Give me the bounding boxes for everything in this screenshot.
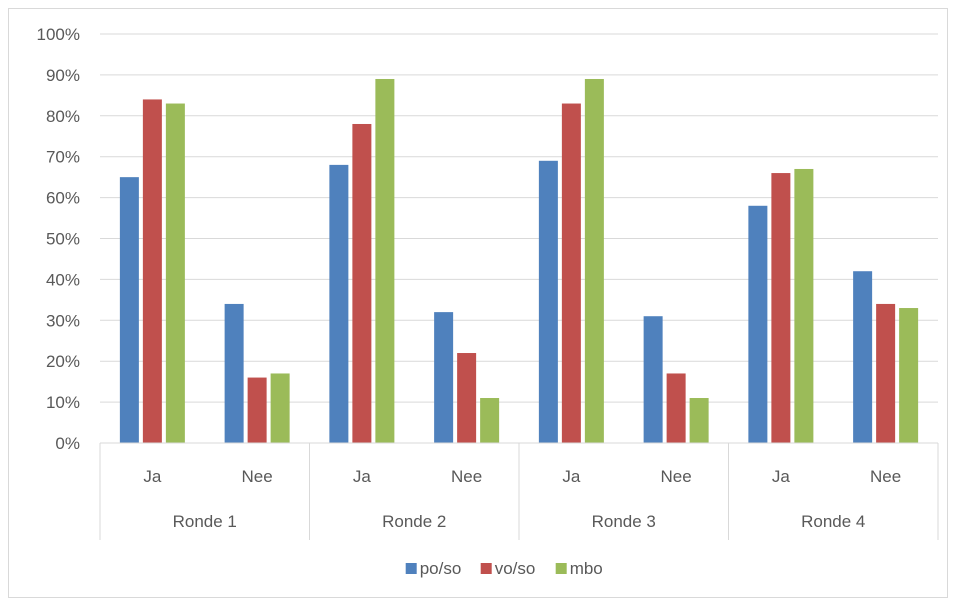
bar [666, 373, 686, 443]
legend-label: vo/so [495, 559, 536, 578]
group-label: Ronde 1 [173, 512, 237, 531]
bar [771, 173, 791, 443]
category-label: Nee [242, 467, 273, 486]
group-label: Ronde 3 [592, 512, 656, 531]
group-label: Ronde 2 [382, 512, 446, 531]
legend-swatch [555, 563, 567, 574]
bar [689, 398, 709, 443]
legend-label: mbo [570, 559, 603, 578]
bars [119, 78, 919, 444]
bar [899, 308, 919, 443]
bar [142, 99, 162, 443]
y-tick-label: 100% [37, 25, 80, 44]
axes: 0% 10% 20% 30% 40% 50% 60% 70% 80% 90% 100% Ja Nee Ja… [37, 25, 939, 540]
group-label: Ronde 4 [801, 512, 865, 531]
category-label: Ja [772, 467, 791, 486]
category-label: Nee [451, 467, 482, 486]
y-tick-label: 40% [46, 270, 80, 289]
category-label: Ja [353, 467, 372, 486]
bar [434, 312, 454, 443]
bar [119, 177, 139, 443]
bar [352, 123, 372, 443]
y-tick-label: 90% [46, 66, 80, 85]
y-tick-label: 10% [46, 393, 80, 412]
y-tick-label: 30% [46, 311, 80, 330]
bar [643, 316, 663, 443]
bar [538, 160, 558, 444]
bar [794, 168, 814, 443]
legend-label: po/so [420, 559, 462, 578]
legend-swatch [405, 563, 417, 574]
y-tick-label: 20% [46, 352, 80, 371]
bar [329, 164, 349, 443]
y-tick-label: 50% [46, 230, 80, 249]
y-tick-label: 0% [55, 434, 80, 453]
category-label: Nee [661, 467, 692, 486]
bar [270, 373, 290, 443]
y-tick-label: 70% [46, 148, 80, 167]
category-label: Ja [143, 467, 162, 486]
bar [853, 271, 873, 443]
bar [165, 103, 185, 443]
category-label: Ja [562, 467, 581, 486]
legend: po/so vo/so mbo [405, 559, 603, 578]
y-tick-label: 60% [46, 189, 80, 208]
bar [561, 103, 581, 443]
category-label: Nee [870, 467, 901, 486]
legend-swatch [480, 563, 492, 574]
chart-frame [8, 8, 948, 598]
bar [584, 78, 604, 444]
bar [247, 377, 267, 443]
bar [748, 205, 768, 443]
bar [876, 303, 896, 443]
bar [375, 78, 395, 444]
bar [224, 303, 244, 443]
bar [457, 353, 477, 443]
y-tick-label: 80% [46, 107, 80, 126]
bar [480, 398, 500, 443]
